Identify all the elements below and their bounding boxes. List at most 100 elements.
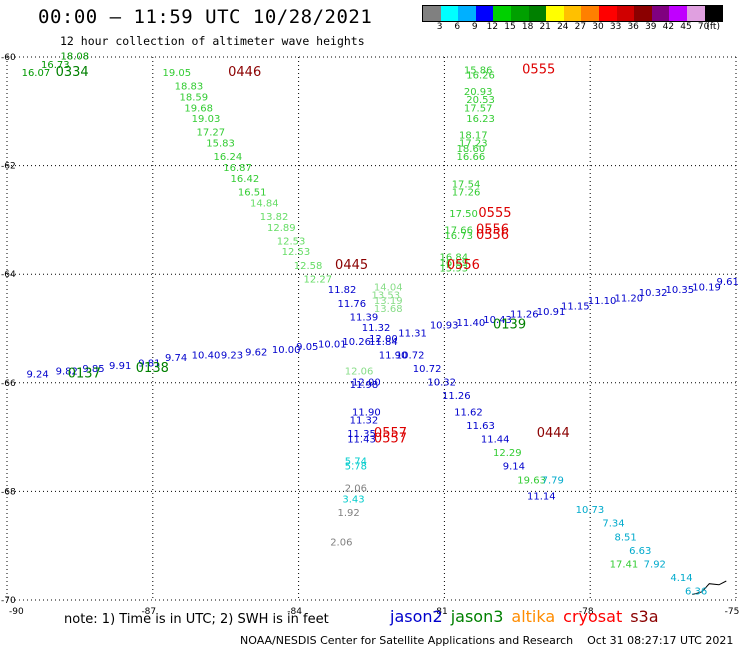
- wave-height-label: 18.60: [457, 144, 486, 155]
- legend-label: 9: [471, 22, 478, 32]
- wave-height-label: 13.19: [374, 296, 403, 307]
- legend-label: 42: [662, 22, 675, 32]
- wave-height-label: 12.29: [493, 448, 522, 459]
- legend-swatch: [581, 6, 599, 21]
- wave-height-label: 17.27: [197, 128, 226, 139]
- pass-time-label: 0556: [476, 222, 509, 237]
- wave-height-label: 10.32: [639, 288, 668, 299]
- pass-time-label: 0137: [68, 366, 101, 381]
- wave-height-label: 11.26: [442, 391, 471, 402]
- pass-time-label: 0555: [478, 206, 511, 221]
- pass-time-label: 0557: [374, 426, 407, 441]
- pass-time-label: 0557: [374, 432, 407, 447]
- wave-height-label: 17.41: [610, 559, 639, 570]
- legend-label: 27: [574, 22, 587, 32]
- wave-height-label: 20.93: [464, 87, 493, 98]
- legend-swatch: [651, 6, 670, 21]
- wave-height-label: 10.32: [427, 378, 456, 389]
- wave-height-label: 14.04: [374, 282, 403, 293]
- wave-height-label: 15.93: [440, 263, 469, 274]
- y-tick-label: -66: [1, 379, 16, 389]
- legend-swatch: [634, 6, 652, 21]
- pass-time-label: 0444: [537, 426, 570, 441]
- wave-height-label: 3.43: [342, 494, 364, 505]
- wave-height-label: 17.26: [452, 187, 481, 198]
- wave-height-label: 9.81: [138, 359, 160, 370]
- wave-height-label: 16.24: [214, 152, 243, 163]
- wave-height-label: 17.23: [459, 139, 488, 150]
- wave-height-label: 13.82: [260, 212, 289, 223]
- wave-height-label: 16.51: [238, 187, 267, 198]
- wave-height-label: 10.72: [396, 350, 425, 361]
- wave-height-label: 7.79: [542, 475, 564, 486]
- wave-height-label: 10.01: [318, 340, 347, 351]
- wave-height-label: 11.40: [457, 318, 486, 329]
- wave-height-label: 11.90: [379, 350, 408, 361]
- wave-height-label: 10.26: [342, 337, 371, 348]
- wave-height-label: 11.39: [350, 312, 379, 323]
- legend-swatch: [475, 6, 494, 21]
- wave-height-label: 12.06: [345, 367, 374, 378]
- wave-height-label: 10.43: [483, 315, 512, 326]
- pass-time-label: 0556: [447, 258, 480, 273]
- wave-height-label: 9.62: [245, 348, 267, 359]
- legend-swatch: [440, 6, 459, 21]
- wave-height-label: 10.93: [430, 321, 459, 332]
- wave-height-label: 15.83: [206, 139, 235, 150]
- satellite-legend-item: cryosat: [563, 607, 623, 626]
- legend-swatch: [563, 6, 582, 21]
- wave-height-label: 10.72: [413, 364, 442, 375]
- legend-label: 45: [680, 22, 692, 32]
- wave-height-label: 11.82: [328, 285, 357, 296]
- pass-time-label: 0139: [493, 318, 526, 333]
- wave-height-label: 19.63: [517, 475, 546, 486]
- wave-height-label: 11.62: [454, 407, 483, 418]
- pass-time-label: 0138: [136, 361, 169, 376]
- wave-height-label: 9.82: [56, 367, 78, 378]
- wave-height-label: 10.91: [537, 307, 566, 318]
- wave-height-label: 9.05: [296, 342, 318, 353]
- wave-height-label: 11.14: [527, 492, 556, 503]
- wave-height-label: 5.78: [345, 462, 367, 473]
- wave-height-label: 9.85: [82, 364, 104, 375]
- wave-height-label: 16.73: [444, 231, 473, 242]
- wave-height-label: 16.23: [466, 114, 495, 125]
- wave-height-label: 16.84: [440, 253, 469, 264]
- wave-height-label: 19.68: [184, 103, 213, 114]
- wave-height-label: 12.53: [277, 236, 306, 247]
- wave-height-label: 11.15: [561, 301, 590, 312]
- wave-height-label: 20.53: [466, 95, 495, 106]
- footer-note: note: 1) Time is in UTC; 2) SWH is in fe…: [64, 612, 329, 627]
- chart-title: 00:00 – 11:59 UTC 10/28/2021: [38, 6, 373, 28]
- wave-height-label: 17.57: [464, 103, 493, 114]
- wave-height-label: 11.98: [350, 380, 379, 391]
- x-tick-label: -75: [725, 607, 740, 617]
- legend-label: 6: [454, 22, 461, 32]
- wave-height-label: 2.06: [330, 538, 352, 549]
- wave-height-label: 12.00: [352, 378, 381, 389]
- legend-swatch: [598, 6, 617, 21]
- legend-swatch: [528, 6, 547, 21]
- legend-label: 21: [539, 22, 551, 32]
- legend-swatch: [669, 6, 687, 21]
- color-scale-labels: 3 6 9 12 15 18 21 24 27 30 33 36 39 42 45 70 (ft): [422, 22, 740, 34]
- satellite-legend-item: altika: [511, 607, 556, 626]
- wave-height-label: 11.76: [337, 299, 366, 310]
- y-tick-label: -60: [1, 53, 16, 63]
- wave-height-label: 15.86: [464, 65, 493, 76]
- wave-height-label: 19.03: [192, 114, 221, 125]
- pass-time-label: 0555: [522, 62, 555, 77]
- legend-swatch: [510, 6, 529, 21]
- legend-swatch: [616, 6, 635, 21]
- legend-label: 39: [645, 22, 657, 32]
- wave-height-label: 16.42: [231, 174, 260, 185]
- wave-height-label: 10.19: [692, 282, 721, 293]
- wave-height-label: 10.35: [666, 285, 695, 296]
- wave-height-label: 11.26: [510, 310, 539, 321]
- y-tick-label: -62: [1, 162, 16, 172]
- x-tick-label: -81: [433, 607, 448, 617]
- legend-swatch: [546, 6, 564, 21]
- wave-height-label: 17.66: [444, 225, 473, 236]
